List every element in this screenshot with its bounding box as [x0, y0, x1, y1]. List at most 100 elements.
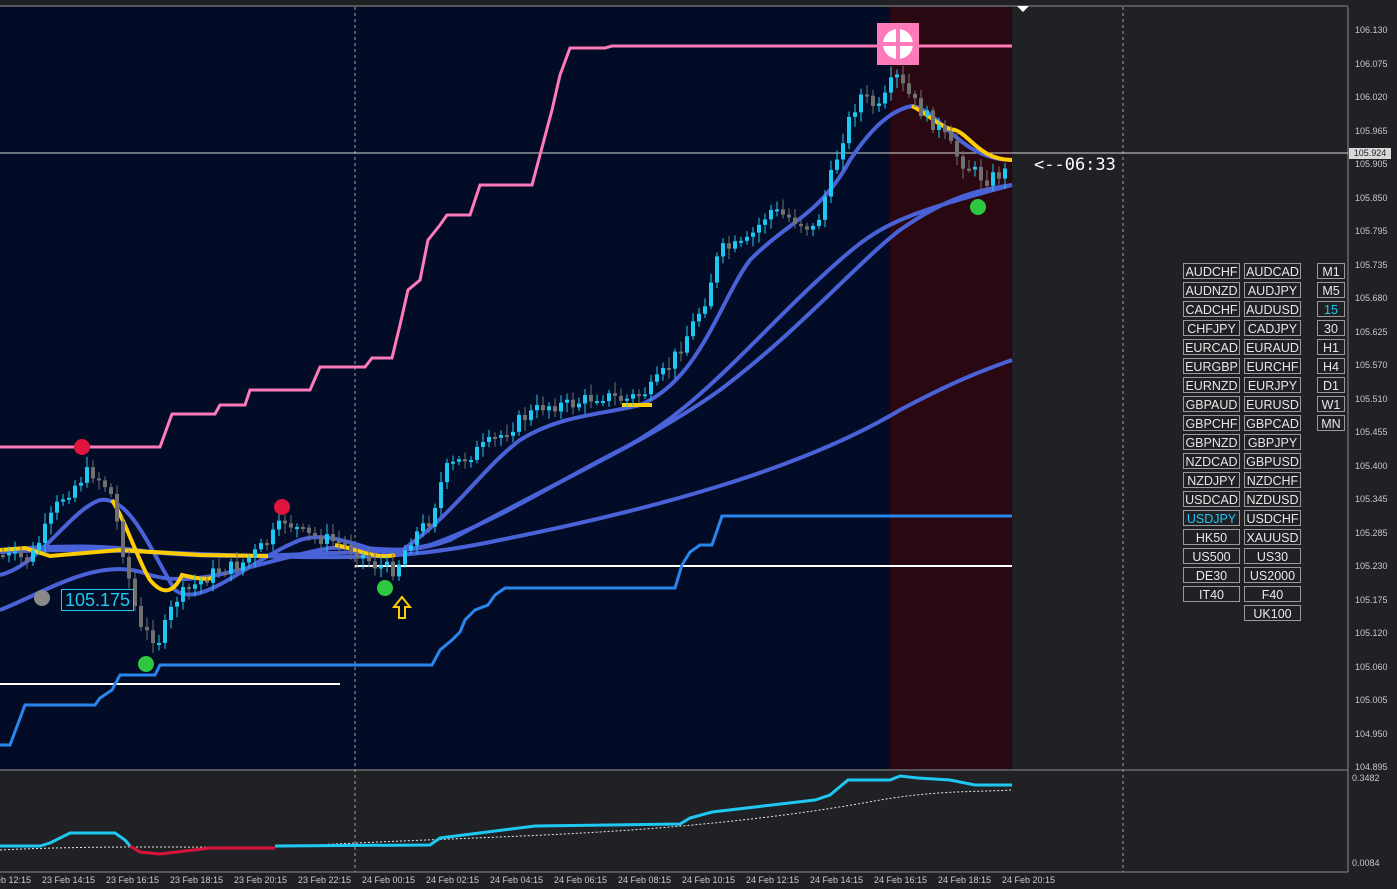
candle-body — [1, 555, 5, 557]
timeframe-button-mn[interactable]: MN — [1317, 415, 1345, 431]
symbol-button-audnzd[interactable]: AUDNZD — [1183, 282, 1240, 298]
symbol-button-eurcad[interactable]: EURCAD — [1183, 339, 1240, 355]
buy-signal-dot — [138, 656, 154, 672]
candle-body — [217, 568, 221, 574]
time-tick-label: 23 Feb 22:15 — [298, 875, 352, 885]
candle-body — [625, 398, 629, 401]
candle-body — [241, 562, 245, 571]
symbol-button-gbpaud[interactable]: GBPAUD — [1183, 396, 1240, 412]
candle-body — [913, 93, 917, 99]
symbol-button-chfjpy[interactable]: CHFJPY — [1183, 320, 1240, 336]
symbol-button-nzdusd[interactable]: NZDUSD — [1244, 491, 1301, 507]
candle-body — [331, 534, 335, 542]
candle-body — [391, 561, 395, 577]
candle-body — [151, 630, 155, 644]
candle-body — [235, 561, 239, 571]
candle-body — [613, 393, 617, 396]
symbol-button-nzdcad[interactable]: NZDCAD — [1183, 453, 1240, 469]
timeframe-button-15[interactable]: 15 — [1317, 301, 1345, 317]
symbol-button-gbpjpy[interactable]: GBPJPY — [1244, 434, 1301, 450]
candle-body — [493, 437, 497, 440]
symbol-button-eurchf[interactable]: EURCHF — [1244, 358, 1301, 374]
price-tick-label: 105.285 — [1355, 527, 1388, 538]
candle-body — [499, 435, 503, 438]
candle-body — [457, 459, 461, 462]
symbol-button-audusd[interactable]: AUDUSD — [1244, 301, 1301, 317]
symbol-button-euraud[interactable]: EURAUD — [1244, 339, 1301, 355]
candle-body — [601, 401, 605, 404]
symbol-button-gbpnzd[interactable]: GBPNZD — [1183, 434, 1240, 450]
candle-body — [43, 523, 47, 543]
candle-body — [811, 225, 815, 230]
timeframe-button-d1[interactable]: D1 — [1317, 377, 1345, 393]
candle-body — [937, 125, 941, 130]
price-tick-label: 105.570 — [1355, 360, 1388, 370]
candle-body — [793, 217, 797, 224]
symbol-button-eurgbp[interactable]: EURGBP — [1183, 358, 1240, 374]
candle-body — [649, 381, 653, 395]
price-tick-label: 105.005 — [1355, 695, 1388, 705]
price-tick-label: 105.120 — [1355, 628, 1388, 638]
signal-line — [110, 498, 213, 593]
candle-body — [931, 110, 935, 130]
candle-countdown: <--06:33 — [1034, 155, 1116, 175]
symbol-button-nzdchf[interactable]: NZDCHF — [1244, 472, 1301, 488]
candle-body — [523, 415, 527, 421]
symbol-button-eurjpy[interactable]: EURJPY — [1244, 377, 1301, 393]
timeframe-button-w1[interactable]: W1 — [1317, 396, 1345, 412]
symbol-button-gbpusd[interactable]: GBPUSD — [1244, 453, 1301, 469]
price-tick-label: 105.060 — [1355, 661, 1388, 672]
symbol-button-eurnzd[interactable]: EURNZD — [1183, 377, 1240, 393]
time-tick-label: 23 Feb 18:15 — [170, 875, 224, 885]
symbol-button-f40[interactable]: F40 — [1244, 586, 1301, 602]
symbol-button-us500[interactable]: US500 — [1183, 548, 1240, 564]
symbol-button-uk100[interactable]: UK100 — [1244, 605, 1301, 621]
candle-body — [961, 156, 965, 169]
candle-body — [565, 399, 569, 403]
timeframe-button-m1[interactable]: M1 — [1317, 263, 1345, 279]
candle-body — [577, 403, 581, 408]
candle-body — [943, 125, 947, 133]
symbol-button-cadjpy[interactable]: CADJPY — [1244, 320, 1301, 336]
candle-body — [475, 446, 479, 461]
symbol-button-us30[interactable]: US30 — [1244, 548, 1301, 564]
symbol-button-nzdjpy[interactable]: NZDJPY — [1183, 472, 1240, 488]
timeframe-button-h4[interactable]: H4 — [1317, 358, 1345, 374]
symbol-button-usdcad[interactable]: USDCAD — [1183, 491, 1240, 507]
symbol-button-xauusd[interactable]: XAUUSD — [1244, 529, 1301, 545]
symbol-button-audcad[interactable]: AUDCAD — [1244, 263, 1301, 279]
candle-body — [157, 642, 161, 645]
symbol-button-audjpy[interactable]: AUDJPY — [1244, 282, 1301, 298]
symbol-button-us2000[interactable]: US2000 — [1244, 567, 1301, 583]
symbol-button-de30[interactable]: DE30 — [1183, 567, 1240, 583]
symbol-button-eurusd[interactable]: EURUSD — [1244, 396, 1301, 412]
time-tick-label: 23 Feb 14:15 — [42, 875, 96, 885]
candle-body — [919, 98, 923, 117]
timeframe-button-h1[interactable]: H1 — [1317, 339, 1345, 355]
candle-body — [277, 520, 281, 530]
symbol-button-it40[interactable]: IT40 — [1183, 586, 1240, 602]
price-tick-label: 106.020 — [1355, 92, 1388, 102]
symbol-button-audchf[interactable]: AUDCHF — [1183, 263, 1240, 279]
timeframe-button-m5[interactable]: M5 — [1317, 282, 1345, 298]
symbol-button-gbpchf[interactable]: GBPCHF — [1183, 415, 1240, 431]
symbol-button-usdjpy[interactable]: USDJPY — [1183, 510, 1240, 526]
candle-body — [373, 561, 377, 569]
symbol-button-cadchf[interactable]: CADCHF — [1183, 301, 1240, 317]
candle-body — [679, 351, 683, 354]
symbol-button-usdchf[interactable]: USDCHF — [1244, 510, 1301, 526]
chart-shift-marker[interactable] — [1017, 6, 1029, 12]
price-tick-label: 105.850 — [1355, 192, 1388, 203]
candle-body — [379, 565, 383, 569]
candle-body — [553, 406, 557, 412]
candle-body — [259, 543, 263, 550]
oscillator-line-up — [274, 774, 1012, 848]
up-arrow-icon — [391, 595, 413, 619]
price-tick-label: 105.625 — [1355, 326, 1388, 337]
symbol-button-gbpcad[interactable]: GBPCAD — [1244, 415, 1301, 431]
candle-body — [619, 395, 623, 401]
sell-signal-dot — [274, 499, 290, 515]
symbol-button-hk50[interactable]: HK50 — [1183, 529, 1240, 545]
timeframe-button-30[interactable]: 30 — [1317, 320, 1345, 336]
